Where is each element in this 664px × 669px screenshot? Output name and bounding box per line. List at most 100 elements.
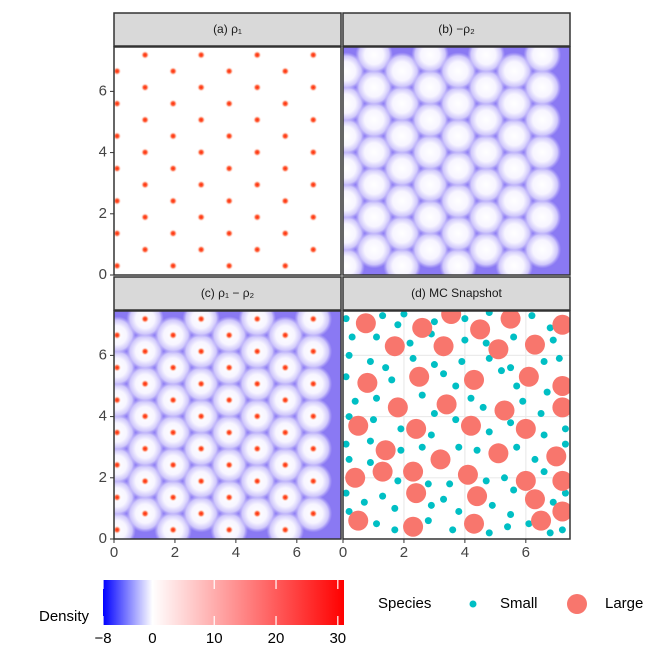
point bbox=[461, 336, 469, 344]
legend-label: Small bbox=[500, 595, 538, 612]
panel-border bbox=[342, 46, 571, 276]
point bbox=[546, 446, 567, 467]
point bbox=[555, 354, 563, 362]
point bbox=[372, 461, 393, 482]
point bbox=[519, 397, 527, 405]
colorbar-tick-label: −8 bbox=[94, 630, 111, 647]
density-well bbox=[383, 149, 422, 188]
density-peak bbox=[280, 525, 290, 535]
density-peak bbox=[252, 476, 262, 486]
point bbox=[403, 516, 424, 537]
density-peak bbox=[280, 363, 290, 372]
density-peak bbox=[140, 148, 150, 157]
point bbox=[507, 419, 515, 427]
point bbox=[510, 333, 518, 341]
point bbox=[482, 477, 490, 485]
y-tick-label: 0 bbox=[99, 530, 107, 547]
point bbox=[436, 394, 457, 415]
density-well bbox=[467, 133, 506, 172]
point bbox=[549, 498, 557, 506]
density-well bbox=[523, 133, 562, 172]
x-tick-label: 0 bbox=[110, 544, 118, 561]
point bbox=[400, 311, 408, 318]
point bbox=[552, 375, 570, 396]
point bbox=[485, 529, 493, 537]
panel bbox=[343, 47, 570, 275]
point bbox=[549, 336, 557, 344]
density-peak bbox=[196, 379, 206, 389]
point bbox=[485, 428, 493, 436]
density-well bbox=[411, 198, 450, 237]
point bbox=[384, 336, 405, 357]
point bbox=[455, 443, 463, 451]
density-well bbox=[495, 149, 534, 188]
density-well bbox=[467, 68, 506, 107]
point bbox=[546, 529, 554, 537]
y-tick-label: 6 bbox=[99, 82, 107, 99]
point bbox=[366, 357, 374, 365]
density-peak bbox=[224, 493, 234, 502]
point bbox=[430, 449, 451, 470]
density-peak bbox=[196, 245, 206, 254]
density-well bbox=[238, 311, 277, 338]
density-peak bbox=[114, 131, 122, 141]
density-peak bbox=[196, 444, 206, 453]
density-peak bbox=[224, 261, 234, 271]
density-peak bbox=[114, 66, 122, 76]
density-peak bbox=[196, 314, 206, 324]
density-well bbox=[523, 198, 562, 237]
density-peak bbox=[168, 261, 178, 271]
colorbar-tick-label: 10 bbox=[206, 630, 223, 647]
density-peak bbox=[114, 363, 122, 372]
density-peak bbox=[140, 83, 150, 92]
density-well bbox=[523, 47, 562, 74]
point bbox=[375, 440, 396, 461]
point bbox=[507, 511, 515, 519]
density-well bbox=[495, 182, 534, 220]
density-peak bbox=[252, 444, 262, 453]
density-peak bbox=[114, 99, 122, 108]
density-well bbox=[383, 117, 422, 155]
density-peak bbox=[224, 164, 234, 173]
density-peak bbox=[140, 509, 150, 518]
point bbox=[561, 440, 569, 448]
density-peak bbox=[114, 428, 122, 437]
density-well bbox=[383, 182, 422, 220]
density-peak bbox=[114, 460, 122, 470]
density-peak bbox=[168, 493, 178, 502]
density-peak bbox=[252, 245, 262, 254]
density-peak bbox=[309, 412, 318, 421]
density-peak bbox=[196, 148, 206, 157]
colorbar-title: Density bbox=[39, 608, 90, 625]
density-well bbox=[266, 510, 305, 539]
density-peak bbox=[252, 347, 262, 356]
point bbox=[424, 480, 432, 488]
point bbox=[348, 415, 369, 436]
density-well bbox=[439, 246, 478, 275]
density-well bbox=[495, 214, 534, 253]
point bbox=[531, 455, 539, 463]
point bbox=[345, 507, 353, 515]
density-well bbox=[355, 68, 393, 107]
density-peak bbox=[280, 261, 290, 271]
density-peak bbox=[309, 379, 318, 389]
density-peak bbox=[168, 395, 178, 405]
point bbox=[543, 388, 551, 396]
density-peak bbox=[196, 412, 206, 421]
density-well bbox=[411, 165, 450, 204]
y-tick-label: 2 bbox=[99, 469, 107, 486]
colorbar bbox=[103, 580, 344, 625]
point bbox=[348, 510, 369, 531]
point bbox=[430, 361, 438, 369]
density-peak bbox=[280, 229, 290, 238]
density-peak bbox=[196, 212, 206, 222]
legend-label: Large bbox=[605, 595, 643, 612]
density-well bbox=[523, 68, 562, 107]
density-well bbox=[523, 165, 562, 204]
density-peak bbox=[309, 212, 318, 222]
density-peak bbox=[224, 196, 234, 206]
point bbox=[482, 339, 490, 347]
point bbox=[441, 311, 462, 325]
density-peak bbox=[309, 347, 318, 356]
density-peak bbox=[280, 428, 290, 437]
